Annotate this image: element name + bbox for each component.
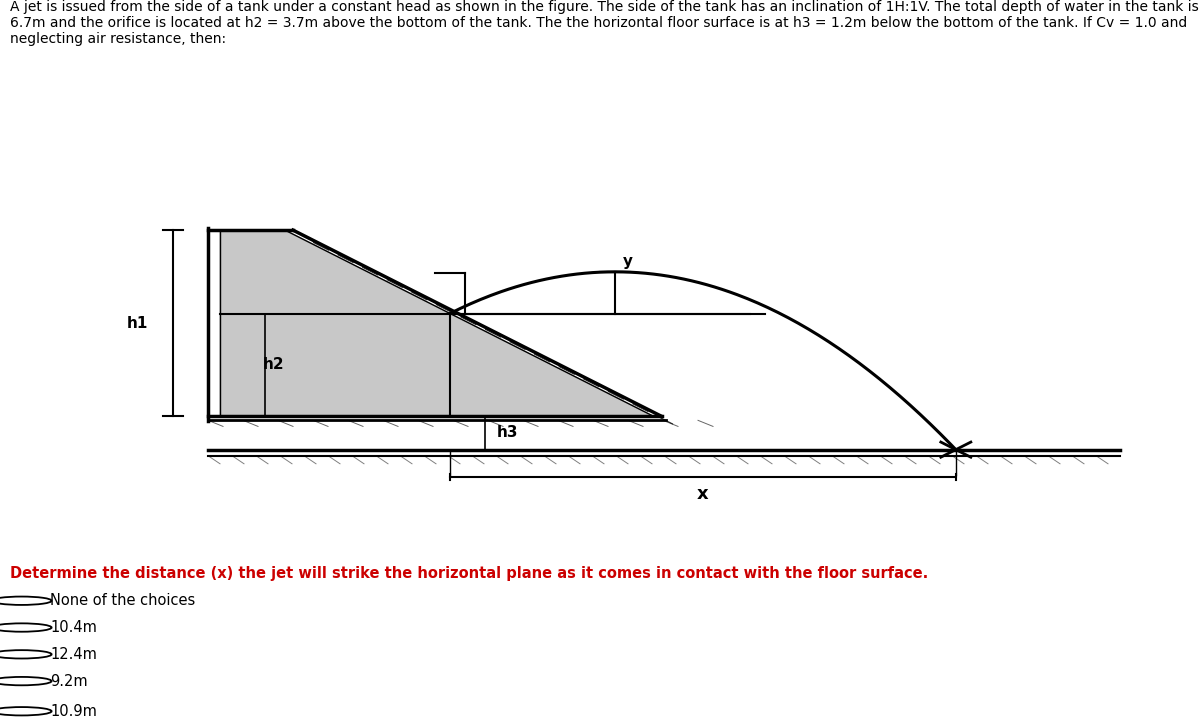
Text: x: x: [697, 485, 709, 503]
Polygon shape: [220, 230, 654, 416]
Text: h3: h3: [497, 425, 518, 440]
Text: 10.9m: 10.9m: [50, 704, 97, 719]
Text: y: y: [623, 254, 634, 269]
Text: h1: h1: [127, 316, 148, 331]
Text: Determine the distance (x) the jet will strike the horizontal plane as it comes : Determine the distance (x) the jet will …: [10, 566, 928, 581]
Text: h2: h2: [263, 357, 284, 373]
Text: A jet is issued from the side of a tank under a constant head as shown in the fi: A jet is issued from the side of a tank …: [10, 0, 1200, 47]
Text: 10.4m: 10.4m: [50, 620, 97, 635]
Text: 12.4m: 12.4m: [50, 646, 97, 662]
Text: 9.2m: 9.2m: [50, 673, 88, 689]
Text: None of the choices: None of the choices: [50, 593, 196, 609]
